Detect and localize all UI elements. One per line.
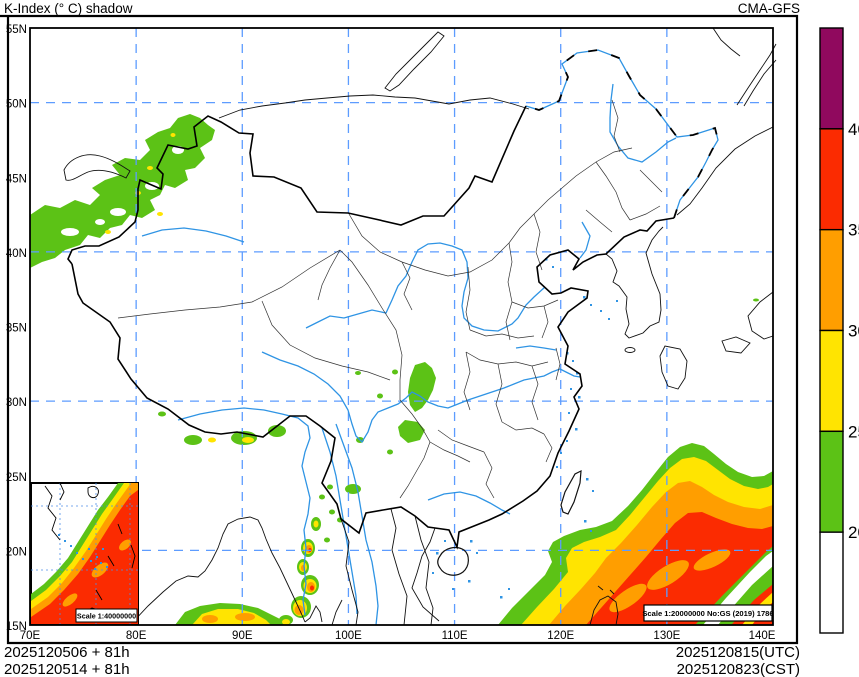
river-amur xyxy=(526,50,718,218)
taiwan-island xyxy=(561,471,581,514)
colorbar-tick-40: 40 xyxy=(848,120,859,139)
lon-axis: 70E 80E 90E 100E 110E 120E 130E 140E xyxy=(20,630,776,642)
weather-map-page: Scale 1:40000000 Scale 1:20000000 No:GS … xyxy=(0,0,859,677)
lake-baikal xyxy=(385,32,444,91)
river-tarim xyxy=(142,228,244,242)
model-label: CMA-GFS xyxy=(738,1,800,16)
primorye-coast xyxy=(677,127,773,215)
amur-border-dashes xyxy=(526,50,718,218)
hainan-island xyxy=(438,548,469,576)
run-time-utc: 2025120506 + 81h xyxy=(4,644,130,661)
colorbar-tick-35: 35 xyxy=(848,221,859,240)
valid-time-cst: 2025120823(CST) xyxy=(677,661,800,677)
colorbar-tick-20: 20 xyxy=(848,523,859,542)
inset-map: Scale 1:40000000 xyxy=(31,483,138,624)
kyushu-coast xyxy=(660,346,687,389)
kindex-region-sichuan-green xyxy=(327,362,436,523)
lat-tick-30N: 30N xyxy=(6,397,27,409)
river-huai xyxy=(516,346,556,350)
colorbar-segment-1 xyxy=(820,129,843,230)
lon-tick-130E: 130E xyxy=(653,630,680,642)
scale-note-text: Scale 1:20000000 No:GS (2019) 1786 xyxy=(642,609,773,618)
river-xi xyxy=(428,492,510,514)
lon-tick-140E: 140E xyxy=(749,630,776,642)
lat-tick-55N: 55N xyxy=(6,24,27,36)
lat-tick-40N: 40N xyxy=(6,248,27,260)
colorbar-segment-3 xyxy=(820,331,843,432)
colorbar-segment-5 xyxy=(820,532,843,633)
korea-coast xyxy=(606,227,663,338)
lat-tick-35N: 35N xyxy=(6,323,27,335)
lat-tick-20N: 20N xyxy=(6,546,27,558)
lat-tick-45N: 45N xyxy=(6,173,27,185)
run-time-cst: 2025120514 + 81h xyxy=(4,661,130,677)
colorbar-segment-2 xyxy=(820,230,843,331)
lat-tick-50N: 50N xyxy=(6,99,27,111)
colorbar: 40 35 30 25 20 xyxy=(820,28,859,633)
colorbar-tick-30: 30 xyxy=(848,322,859,341)
lon-tick-110E: 110E xyxy=(442,630,468,642)
kindex-region-northwest-green xyxy=(30,114,215,268)
russia-mongolia-border xyxy=(219,95,529,118)
colorbar-segment-0 xyxy=(820,28,843,129)
colorbar-segment-4 xyxy=(820,431,843,532)
lat-tick-25N: 25N xyxy=(6,472,27,484)
lon-tick-120E: 120E xyxy=(547,630,574,642)
lon-tick-70E: 70E xyxy=(20,630,41,642)
kindex-region-myanmar-cells xyxy=(279,495,335,626)
lon-tick-80E: 80E xyxy=(126,630,147,642)
river-liao xyxy=(580,222,590,258)
okhotsk-coast xyxy=(713,28,776,106)
kindex-region-bengal-strip xyxy=(175,603,290,625)
vietnam-coast xyxy=(412,528,439,621)
page-title: K-Index (° C) shadow xyxy=(4,1,132,16)
honshu-coast xyxy=(748,292,773,339)
map-canvas: Scale 1:40000000 Scale 1:20000000 No:GS … xyxy=(0,0,859,677)
valid-time-utc: 2025120815(UTC) xyxy=(676,644,800,661)
lon-tick-100E: 100E xyxy=(335,630,362,642)
river-mekong xyxy=(336,424,378,625)
shikoku-coast xyxy=(722,337,750,353)
jeju-island xyxy=(625,348,635,353)
map-scale-note: Scale 1:20000000 No:GS (2019) 1786 xyxy=(642,605,773,621)
inset-scale-label: Scale 1:40000000 xyxy=(77,612,136,621)
colorbar-tick-25: 25 xyxy=(848,422,859,441)
lon-tick-90E: 90E xyxy=(232,630,253,642)
